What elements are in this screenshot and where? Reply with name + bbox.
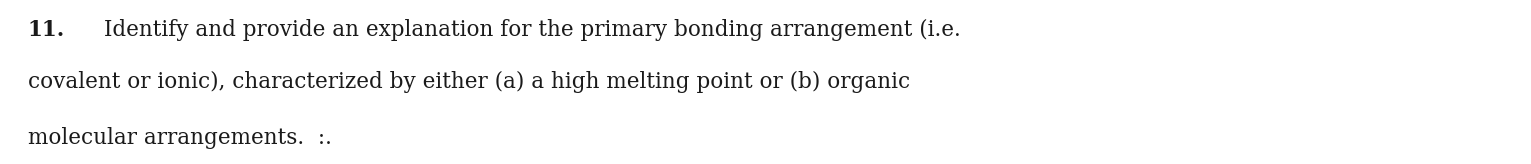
Text: covalent or ionic), characterized by either (a) a high melting point or (b) orga: covalent or ionic), characterized by eit… (28, 71, 909, 93)
Text: molecular arrangements.  :.: molecular arrangements. :. (28, 127, 331, 149)
Text: 11.: 11. (28, 19, 64, 41)
Text: Identify and provide an explanation for the primary bonding arrangement (i.e.: Identify and provide an explanation for … (104, 19, 961, 41)
